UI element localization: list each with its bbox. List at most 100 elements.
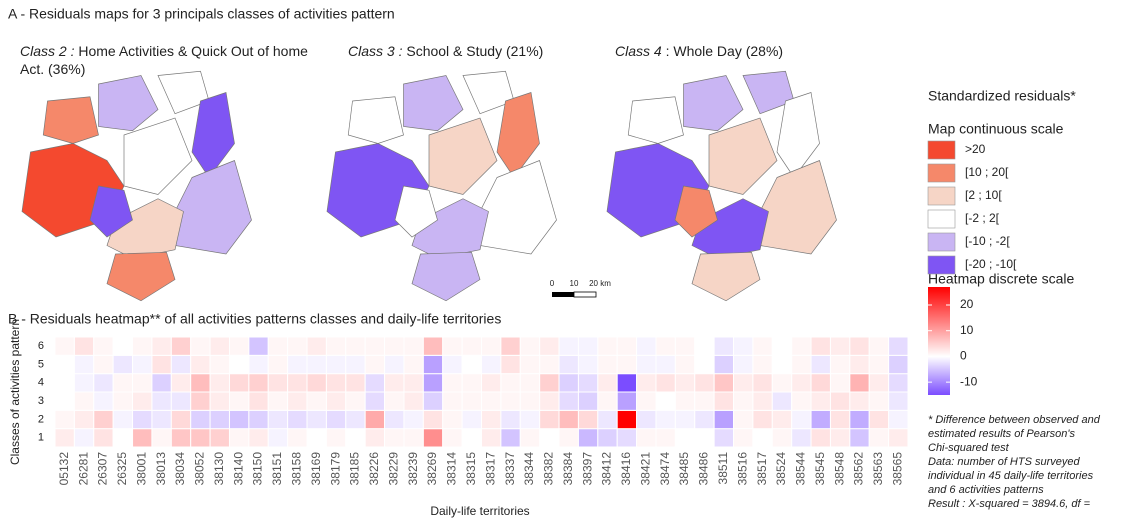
heat-cell xyxy=(422,391,444,411)
x-tick-label: 38524 xyxy=(774,452,788,486)
note-line: * Difference between observed and xyxy=(928,414,1101,426)
heat-cell xyxy=(752,428,773,448)
heat-cell xyxy=(674,373,696,393)
heat-cell xyxy=(888,391,909,411)
map-region xyxy=(123,117,193,195)
heat-cell xyxy=(306,391,327,411)
heat-cell xyxy=(791,354,812,375)
legend-label: [-10 ; -2[ xyxy=(965,234,1010,248)
x-tick-label: 38563 xyxy=(871,452,885,486)
heat-cell xyxy=(345,336,366,356)
heat-cell xyxy=(597,409,618,430)
heat-cell xyxy=(384,336,405,356)
heat-cell xyxy=(345,354,366,375)
heat-cell xyxy=(752,354,773,375)
map-region xyxy=(106,198,184,259)
map-region xyxy=(403,75,464,132)
heat-cell xyxy=(248,428,269,448)
heat-cell xyxy=(655,409,676,430)
heat-cell xyxy=(791,428,812,448)
heat-cell xyxy=(132,409,153,430)
heat-cell xyxy=(713,428,735,448)
heat-cell xyxy=(868,373,890,393)
heat-cell xyxy=(190,391,211,411)
heat-cell xyxy=(190,428,211,448)
heat-cell xyxy=(403,373,424,393)
x-tick-label: 38185 xyxy=(348,452,362,486)
heat-cell xyxy=(577,336,599,356)
heat-cell xyxy=(54,409,75,430)
heat-cell xyxy=(829,428,851,448)
heat-cell xyxy=(93,354,114,375)
heat-cell xyxy=(636,373,657,393)
heat-cell xyxy=(442,428,463,448)
heat-cell xyxy=(209,409,230,430)
x-axis-label: Daily-life territories xyxy=(430,504,529,518)
note-line: estimated results of Pearson's xyxy=(928,428,1076,440)
heat-cell xyxy=(500,428,521,448)
heat-cell xyxy=(151,354,172,375)
heat-cell xyxy=(93,391,114,411)
heat-cell xyxy=(422,428,444,448)
x-tick-label: 38169 xyxy=(309,452,323,486)
map-region xyxy=(411,198,489,259)
map-region xyxy=(394,185,438,238)
heat-cell xyxy=(287,409,308,430)
heat-cell xyxy=(733,373,754,393)
heat-cell xyxy=(306,373,327,393)
heat-cell xyxy=(384,354,405,375)
heat-cell xyxy=(810,354,831,375)
heat-cell xyxy=(461,354,483,375)
heat-cell xyxy=(577,373,599,393)
map-label: : Whole Day (28%) xyxy=(665,43,784,59)
heat-cell xyxy=(636,336,657,356)
heat-cell xyxy=(868,428,890,448)
heat-cell xyxy=(829,391,851,411)
heat-cell xyxy=(267,336,289,356)
heat-cell xyxy=(519,354,541,375)
heat-cell xyxy=(248,354,269,375)
x-tick-label: 38421 xyxy=(638,452,652,486)
heat-cell xyxy=(209,336,230,356)
heat-cell xyxy=(810,391,831,411)
map-region xyxy=(42,96,99,144)
heat-cell xyxy=(636,354,657,375)
heat-cell xyxy=(733,391,754,411)
heat-cell xyxy=(364,336,386,356)
heat-cell xyxy=(558,391,579,411)
x-tick-label: 38545 xyxy=(813,452,827,486)
map-class: Class 4 xyxy=(615,43,662,59)
heat-cell xyxy=(868,409,890,430)
heat-cell xyxy=(519,373,541,393)
heat-cell xyxy=(403,428,424,448)
heat-cell xyxy=(694,391,715,411)
heat-cell xyxy=(888,428,909,448)
heat-cell xyxy=(248,373,269,393)
heat-cell xyxy=(829,409,851,430)
heat-cell xyxy=(248,409,269,430)
heat-cell xyxy=(384,409,405,430)
heat-cell xyxy=(616,373,638,393)
heat-cell xyxy=(384,391,405,411)
heat-cell xyxy=(674,354,696,375)
x-tick-label: 38562 xyxy=(852,452,866,486)
heat-cell xyxy=(93,373,114,393)
map-region xyxy=(347,96,404,144)
heat-cell xyxy=(674,428,696,448)
heat-cell xyxy=(539,373,560,393)
heat-cell xyxy=(868,354,890,375)
heat-cell xyxy=(577,354,599,375)
panel-a-title: A - Residuals maps for 3 principals clas… xyxy=(8,6,395,22)
heat-cell xyxy=(616,409,638,430)
x-tick-label: 38013 xyxy=(154,452,168,486)
map-class: Class 3 : xyxy=(348,43,403,59)
heat-cell xyxy=(481,336,502,356)
legend-label: [-2 ; 2[ xyxy=(965,211,1000,225)
heat-cell xyxy=(345,428,366,448)
heat-cell xyxy=(771,373,793,393)
map-region xyxy=(674,185,718,238)
x-tick-label: 38034 xyxy=(173,452,187,486)
heat-cell xyxy=(306,428,327,448)
heat-cell xyxy=(461,336,483,356)
heat-cell xyxy=(868,391,890,411)
